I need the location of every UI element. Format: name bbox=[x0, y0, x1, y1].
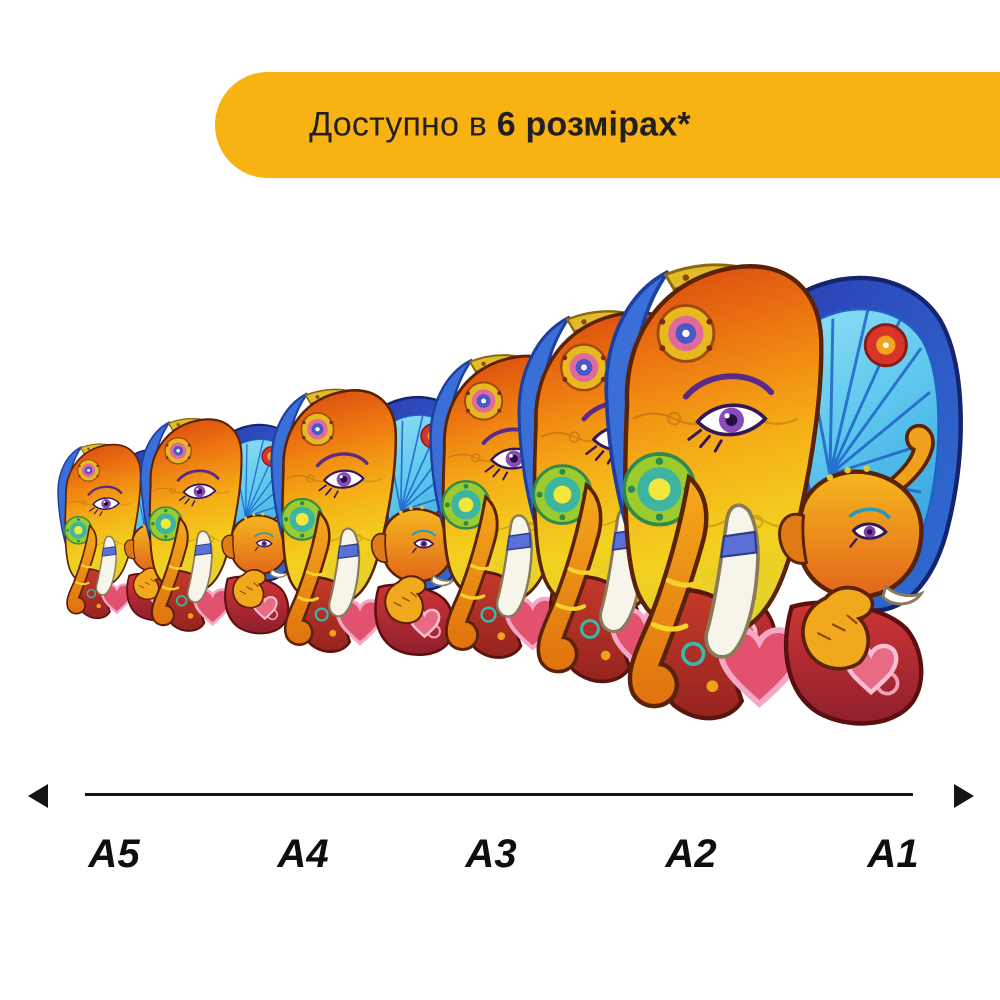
size-label-a4: A4 bbox=[277, 832, 329, 876]
banner-text-regular: Доступно в bbox=[309, 105, 497, 144]
size-label-a5: A5 bbox=[88, 832, 140, 876]
scale-arrow-right-icon bbox=[954, 784, 974, 808]
size-label-a1: A1 bbox=[867, 832, 919, 876]
scale-axis-line bbox=[85, 793, 913, 796]
scale-arrow-left-icon bbox=[28, 784, 48, 808]
size-banner bbox=[215, 72, 1000, 178]
elephant-puzzle-6-size-a1 bbox=[606, 265, 960, 724]
size-label-a2: A2 bbox=[665, 832, 717, 876]
banner-text: Доступно в 6 розмірах* bbox=[309, 106, 691, 145]
banner-text-bold: 6 розмірах* bbox=[496, 105, 691, 144]
size-label-a3: A3 bbox=[465, 832, 517, 876]
